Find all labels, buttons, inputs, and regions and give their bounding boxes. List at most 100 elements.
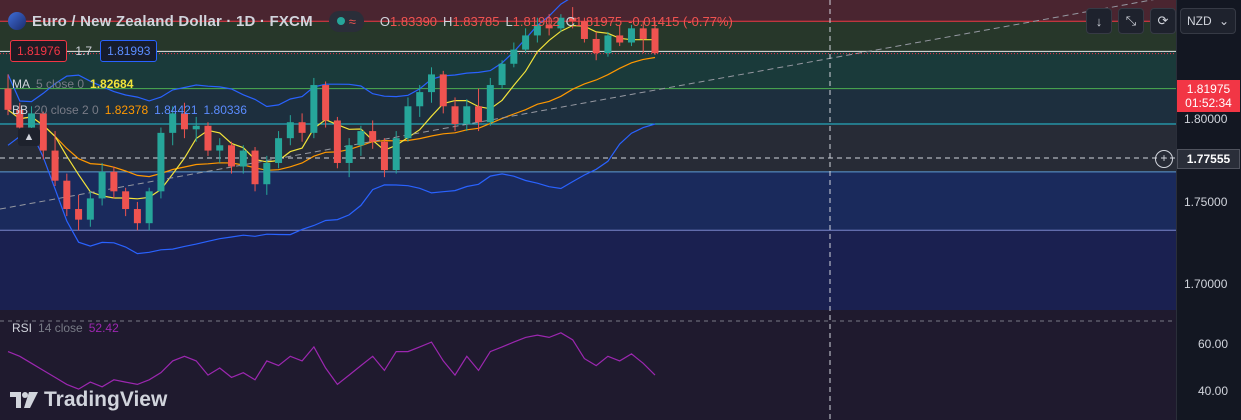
candle-body <box>345 145 353 163</box>
rsi-legend[interactable]: RSI 14 close 52.42 <box>12 321 119 335</box>
rsi-pane <box>7 332 656 390</box>
quote-boxes: 1.81976 1.7 1.81993 <box>10 40 158 62</box>
candle-body <box>192 125 200 130</box>
candle-body <box>522 35 530 50</box>
axis-tick: 1.80000 <box>1184 112 1228 126</box>
candle-body <box>133 209 141 224</box>
tradingview-mark-icon <box>10 392 38 408</box>
market-open-icon <box>336 17 345 25</box>
candle-body <box>110 171 118 192</box>
candle-body <box>451 106 459 124</box>
candle-body <box>239 150 247 167</box>
candle-body <box>298 122 306 133</box>
price-level-zones <box>0 0 1176 420</box>
candle-body <box>380 141 388 171</box>
ohlc-values: O1.83390 H1.83785 L1.81902 C1.81975 -0.0… <box>380 14 733 29</box>
candle-body <box>545 24 553 29</box>
candle-body <box>580 21 588 39</box>
sell-button[interactable]: 1.81976 <box>10 40 68 62</box>
open-label: O <box>379 13 391 29</box>
candle-body <box>392 138 400 171</box>
candle-body <box>86 198 94 220</box>
chart-toolbar: ↓ ⤡ ⟳ <box>1086 8 1176 34</box>
axis-tick: 1.70000 <box>1184 277 1228 291</box>
candle-body <box>427 74 435 93</box>
symbol-title[interactable]: Euro / New Zealand Dollar · 1D · FXCM <box>32 12 313 30</box>
refresh-icon[interactable]: ⟳ <box>1150 8 1176 34</box>
close-label: C <box>565 13 576 29</box>
ma-legend[interactable]: MA 5 close 0 1.82684 <box>12 77 133 91</box>
candle-body <box>122 191 130 210</box>
rsi-axis-tick: 60.00 <box>1198 337 1229 351</box>
candle-body <box>333 120 341 163</box>
axis-tick: 1.75000 <box>1184 195 1228 209</box>
candle-body <box>28 113 36 128</box>
bb-upper-band <box>7 0 569 108</box>
high-label: H <box>443 13 453 29</box>
candle-body <box>369 131 377 142</box>
candle-body <box>357 131 365 146</box>
price-zone <box>0 0 1176 22</box>
currency-label: NZD <box>1187 14 1212 28</box>
bb-basis-line <box>7 56 656 178</box>
rsi-label: RSI <box>12 321 33 335</box>
price-zone <box>0 21 1176 52</box>
bb-lower-value: 1.80336 <box>203 103 247 117</box>
chart-header: Euro / New Zealand Dollar · 1D · FXCM ≈ … <box>8 10 733 32</box>
down-arrow-icon[interactable]: ↓ <box>1086 8 1112 34</box>
candle-body <box>310 85 318 133</box>
candle-body <box>569 17 577 22</box>
candle-body <box>557 17 565 29</box>
candle-body <box>75 209 83 220</box>
bb-legend[interactable]: BB 20 close 2 0 1.82378 1.84421 1.80336 <box>12 103 247 117</box>
countdown-value: 01:52:34 <box>1185 96 1232 110</box>
candle-body <box>486 85 494 123</box>
candle-body <box>4 88 12 110</box>
price-chart[interactable] <box>0 0 1176 420</box>
candle-body <box>16 109 24 128</box>
bb-params: 20 close 2 0 <box>34 103 99 117</box>
candle-body <box>651 28 659 54</box>
candle-body <box>404 106 412 139</box>
candle-body <box>463 106 471 124</box>
candle-body <box>592 38 600 54</box>
candle-body <box>616 35 624 43</box>
bb-label: BB <box>12 103 29 117</box>
candle-body <box>639 28 647 39</box>
candle-body <box>275 138 283 163</box>
bb-lower-band <box>7 123 656 255</box>
buy-button[interactable]: 1.81993 <box>100 40 158 62</box>
last-price-value: 1.81975 <box>1186 82 1231 96</box>
low-label: L <box>505 13 513 29</box>
candle-body <box>627 28 635 43</box>
change-value: -0.01415 (-0.77%) <box>628 13 733 29</box>
candle-body <box>98 171 106 199</box>
rsi-line <box>7 332 656 390</box>
candle-body <box>204 125 212 151</box>
add-crosshair-icon[interactable]: + <box>1155 150 1173 168</box>
close-value: 1.81975 <box>575 13 623 29</box>
bb-basis-value: 1.82378 <box>104 103 149 117</box>
logo-text: TradingView <box>44 388 168 411</box>
candle-body <box>604 35 612 54</box>
bb-upper-value: 1.84421 <box>154 103 198 117</box>
candle-body <box>439 74 447 107</box>
low-value: 1.81902 <box>512 13 560 29</box>
high-value: 1.83785 <box>452 13 500 29</box>
candle-body <box>63 180 71 210</box>
symbol-flag-icon <box>8 12 26 30</box>
collapse-icon[interactable]: ⤡ <box>1118 8 1144 34</box>
rsi-params: 14 close <box>38 321 83 335</box>
price-axis[interactable] <box>1176 0 1241 420</box>
candle-body <box>228 145 236 167</box>
candle-body <box>533 24 541 36</box>
candle-body <box>498 63 506 86</box>
currency-select[interactable]: NZD ⌄ <box>1180 8 1236 34</box>
collapse-legend-button[interactable]: ▲ <box>18 128 40 146</box>
candle-body <box>416 92 424 107</box>
open-value: 1.83390 <box>390 13 438 29</box>
market-status[interactable]: ≈ <box>328 10 364 32</box>
ma-line <box>7 24 655 200</box>
crosshair-price-tag: 1.77555 <box>1177 149 1240 169</box>
rsi-background <box>0 310 1176 420</box>
